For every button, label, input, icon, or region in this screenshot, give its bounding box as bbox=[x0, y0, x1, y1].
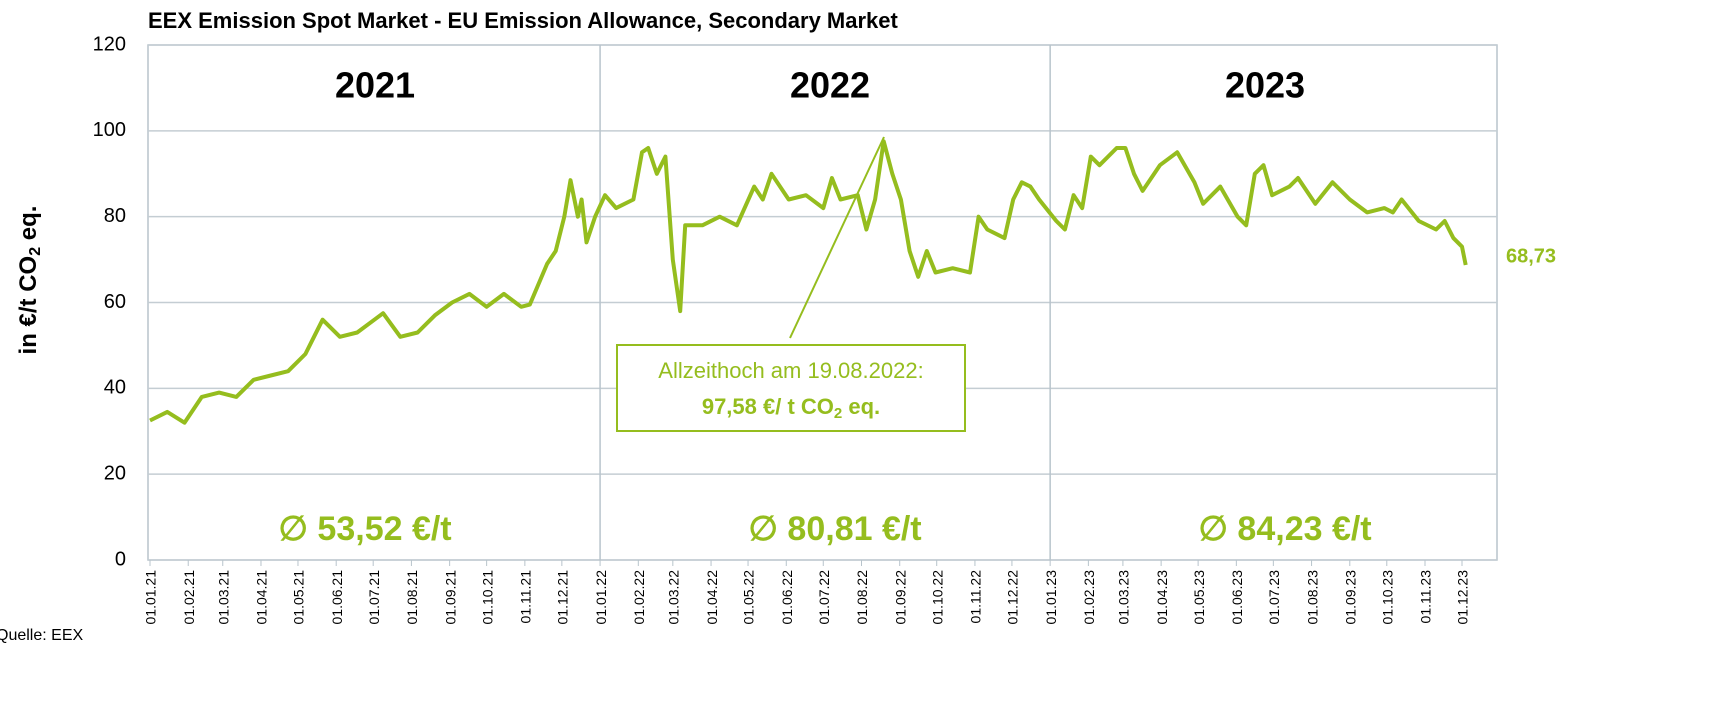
x-tick-label: 01.06.22 bbox=[779, 570, 795, 625]
callout-part: eq. bbox=[842, 394, 880, 419]
y-label-sub: 2 bbox=[27, 247, 44, 256]
y-label-part: eq. bbox=[15, 206, 42, 247]
x-tick-label: 01.11.22 bbox=[968, 570, 984, 624]
x-tick-label: 01.09.23 bbox=[1342, 570, 1358, 625]
year-label: 2023 bbox=[1225, 65, 1305, 106]
last-value-label: 68,73 bbox=[1506, 245, 1556, 267]
y-tick-label: 60 bbox=[104, 291, 126, 313]
x-tick-label: 01.08.21 bbox=[404, 570, 420, 625]
callout-line1: Allzeithoch am 19.08.2022: bbox=[658, 358, 923, 383]
callout-box bbox=[616, 344, 966, 432]
x-tick-label: 01.08.23 bbox=[1304, 570, 1320, 625]
x-tick-label: 01.11.23 bbox=[1418, 570, 1434, 624]
y-label-part: in €/t CO bbox=[15, 256, 42, 355]
callout-connector bbox=[789, 136, 885, 339]
y-tick-label: 20 bbox=[104, 462, 126, 484]
callout-sub: 2 bbox=[834, 405, 842, 422]
x-tick-label: 01.07.23 bbox=[1266, 570, 1282, 625]
x-tick-label: 01.12.23 bbox=[1455, 570, 1471, 625]
x-tick-label: 01.01.23 bbox=[1043, 570, 1059, 625]
x-tick-label: 01.10.21 bbox=[479, 570, 495, 625]
average-label: ∅ 84,23 €/t bbox=[1198, 510, 1371, 548]
average-label: ∅ 53,52 €/t bbox=[278, 510, 451, 548]
x-tick-label: 01.06.21 bbox=[329, 570, 345, 625]
year-label: 2022 bbox=[790, 65, 870, 106]
callout-line2: 97,58 €/ t CO2 eq. bbox=[702, 394, 880, 422]
x-tick-label: 01.03.22 bbox=[666, 570, 682, 625]
x-tick-label: 01.04.23 bbox=[1154, 570, 1170, 625]
y-tick-label: 100 bbox=[93, 119, 126, 141]
x-tick-label: 01.10.22 bbox=[929, 570, 945, 625]
x-tick-label: 01.05.22 bbox=[741, 570, 757, 625]
x-tick-label: 01.08.22 bbox=[854, 570, 870, 625]
x-tick-label: 01.07.21 bbox=[366, 570, 382, 625]
x-tick-label: 01.02.21 bbox=[181, 570, 197, 625]
x-tick-label: 01.07.22 bbox=[816, 570, 832, 625]
y-tick-label: 120 bbox=[93, 33, 126, 55]
price-line bbox=[149, 139, 1468, 425]
callout-part: 97,58 €/ t CO bbox=[702, 394, 834, 419]
x-tick-label: 01.04.21 bbox=[254, 570, 270, 625]
x-tick-label: 01.01.21 bbox=[143, 570, 159, 625]
x-tick-label: 01.02.22 bbox=[631, 570, 647, 625]
x-tick-label: 01.02.23 bbox=[1081, 570, 1097, 625]
y-tick-label: 80 bbox=[104, 205, 126, 227]
x-tick-label: 01.01.22 bbox=[593, 570, 609, 625]
x-tick-label: 01.03.21 bbox=[215, 570, 231, 625]
x-tick-label: 01.05.21 bbox=[291, 570, 307, 625]
x-tick-label: 01.11.21 bbox=[518, 570, 534, 624]
y-tick-label: 0 bbox=[115, 548, 126, 570]
average-label: ∅ 80,81 €/t bbox=[748, 510, 921, 548]
x-tick-label: 01.04.22 bbox=[704, 570, 720, 625]
x-tick-label: 01.09.21 bbox=[442, 570, 458, 625]
x-tick-label: 01.05.23 bbox=[1191, 570, 1207, 625]
source: Quelle: EEX bbox=[0, 627, 83, 644]
y-axis-label: in €/t CO2 eq. bbox=[15, 206, 44, 355]
chart-title: EEX Emission Spot Market - EU Emission A… bbox=[148, 8, 899, 33]
x-tick-label: 01.12.22 bbox=[1005, 570, 1021, 625]
x-tick-label: 01.10.23 bbox=[1379, 570, 1395, 625]
x-tick-label: 01.09.22 bbox=[892, 570, 908, 625]
x-tick-label: 01.06.23 bbox=[1229, 570, 1245, 625]
year-label: 2021 bbox=[335, 65, 415, 106]
y-tick-label: 40 bbox=[104, 377, 126, 399]
x-tick-label: 01.12.21 bbox=[555, 570, 571, 625]
x-tick-label: 01.03.23 bbox=[1116, 570, 1132, 625]
